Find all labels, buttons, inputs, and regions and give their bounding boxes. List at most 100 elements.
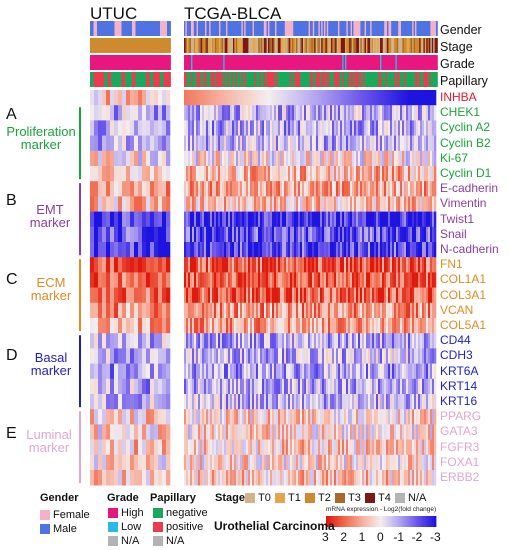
heatmap-cell bbox=[404, 348, 407, 364]
heatmap-cell bbox=[406, 135, 409, 152]
heatmap-cell bbox=[258, 424, 261, 440]
heatmap-cell bbox=[284, 287, 287, 304]
heatmap-cell bbox=[292, 90, 295, 106]
heatmap-cell bbox=[424, 470, 427, 486]
heatmap-cell bbox=[372, 318, 375, 334]
annotation-cell bbox=[234, 38, 237, 53]
heatmap-cell bbox=[158, 394, 163, 410]
heatmap-cell bbox=[362, 150, 365, 167]
annotation-cell bbox=[287, 72, 290, 87]
heatmap-cell bbox=[260, 90, 263, 106]
annotation-cell bbox=[350, 21, 353, 36]
heatmap-cell bbox=[358, 378, 361, 395]
heatmap-cell bbox=[222, 90, 225, 106]
heatmap-cell bbox=[138, 242, 143, 258]
annotation-cell bbox=[403, 55, 406, 70]
heatmap-cell bbox=[316, 226, 319, 243]
heatmap-cell bbox=[238, 181, 241, 197]
heatmap-cell bbox=[294, 287, 297, 304]
heatmap-cell bbox=[146, 470, 151, 486]
heatmap-cell bbox=[234, 150, 237, 167]
heatmap-cell bbox=[208, 348, 211, 364]
heatmap-cell bbox=[338, 378, 341, 395]
heatmap-cell bbox=[196, 150, 199, 167]
heatmap-cell bbox=[310, 135, 313, 152]
heatmap-cell bbox=[392, 287, 395, 304]
annotation-cell bbox=[273, 72, 276, 87]
heatmap-cell bbox=[408, 257, 411, 273]
heatmap-cell bbox=[234, 181, 237, 197]
heatmap-cell bbox=[106, 439, 111, 456]
heatmap-cell bbox=[410, 409, 413, 425]
track-label-grade: Grade bbox=[440, 57, 475, 71]
heatmap-cell bbox=[248, 454, 251, 471]
heatmap-cell bbox=[162, 302, 167, 319]
heatmap-cell bbox=[200, 150, 203, 167]
annotation-cell bbox=[434, 21, 437, 36]
heatmap-cell bbox=[386, 181, 389, 197]
heatmap-cell bbox=[272, 105, 275, 121]
gene-label: Twist1 bbox=[440, 211, 475, 226]
annotation-cell bbox=[321, 21, 323, 36]
heatmap-cell bbox=[290, 90, 293, 106]
heatmap-cell bbox=[354, 318, 357, 334]
heatmap-cell bbox=[192, 272, 195, 288]
heatmap-cell bbox=[314, 196, 317, 212]
heatmap-cell bbox=[260, 409, 263, 425]
heatmap-cell bbox=[228, 272, 231, 288]
annotation-cell bbox=[234, 21, 237, 36]
heatmap-cell bbox=[406, 454, 409, 471]
heatmap-cell bbox=[404, 287, 407, 304]
heatmap-cell bbox=[322, 363, 325, 380]
heatmap-cell bbox=[122, 196, 127, 212]
heatmap-cell bbox=[248, 105, 251, 121]
annotation-cell bbox=[203, 38, 206, 53]
heatmap-cell bbox=[278, 120, 281, 136]
heatmap-cell bbox=[280, 211, 283, 228]
heatmap-cell bbox=[408, 348, 411, 364]
annotation-cell bbox=[272, 55, 274, 70]
heatmap-cell bbox=[428, 150, 431, 167]
heatmap-cell bbox=[394, 454, 397, 471]
heatmap-cell bbox=[270, 90, 273, 106]
heatmap-cell bbox=[258, 211, 261, 228]
heatmap-cell bbox=[378, 181, 381, 197]
annotation-cell bbox=[191, 21, 193, 36]
heatmap-cell bbox=[342, 470, 345, 486]
heatmap-cell bbox=[316, 196, 319, 212]
heatmap-cell bbox=[234, 302, 237, 319]
heatmap-cell bbox=[348, 470, 351, 486]
heatmap-cell bbox=[368, 105, 371, 121]
heatmap-cell bbox=[94, 470, 99, 486]
annotation-cell bbox=[409, 21, 412, 36]
heatmap-cell bbox=[382, 454, 385, 471]
legend-female-swatch bbox=[40, 510, 50, 520]
heatmap-cell bbox=[406, 90, 409, 106]
annotation-cell bbox=[163, 21, 168, 36]
heatmap-cell bbox=[428, 120, 431, 136]
heatmap-cell bbox=[374, 181, 377, 197]
heatmap-cell bbox=[418, 135, 421, 152]
heatmap-cell bbox=[270, 257, 273, 273]
heatmap-cell bbox=[408, 181, 411, 197]
heatmap-cell bbox=[342, 318, 345, 334]
heatmap-cell bbox=[278, 257, 281, 273]
heatmap-cell bbox=[324, 394, 327, 410]
annotation-cell bbox=[433, 21, 435, 36]
heatmap-cell bbox=[428, 424, 431, 440]
heatmap-cell bbox=[290, 120, 293, 136]
heatmap-cell bbox=[376, 363, 379, 380]
heatmap-cell bbox=[222, 409, 225, 425]
heatmap-cell bbox=[344, 166, 347, 182]
heatmap-cell bbox=[386, 424, 389, 440]
heatmap-cell bbox=[98, 196, 103, 212]
heatmap-cell bbox=[186, 394, 189, 410]
heatmap-cell bbox=[304, 242, 307, 258]
heatmap-cell bbox=[380, 409, 383, 425]
heatmap-cell bbox=[380, 333, 383, 349]
heatmap-cell bbox=[428, 181, 431, 197]
heatmap-cell bbox=[388, 150, 391, 167]
scale-segment bbox=[338, 516, 342, 527]
heatmap-cell bbox=[362, 120, 365, 136]
heatmap-cell bbox=[364, 302, 367, 319]
